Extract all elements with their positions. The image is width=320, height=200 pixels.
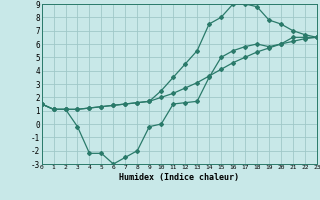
X-axis label: Humidex (Indice chaleur): Humidex (Indice chaleur) xyxy=(119,173,239,182)
